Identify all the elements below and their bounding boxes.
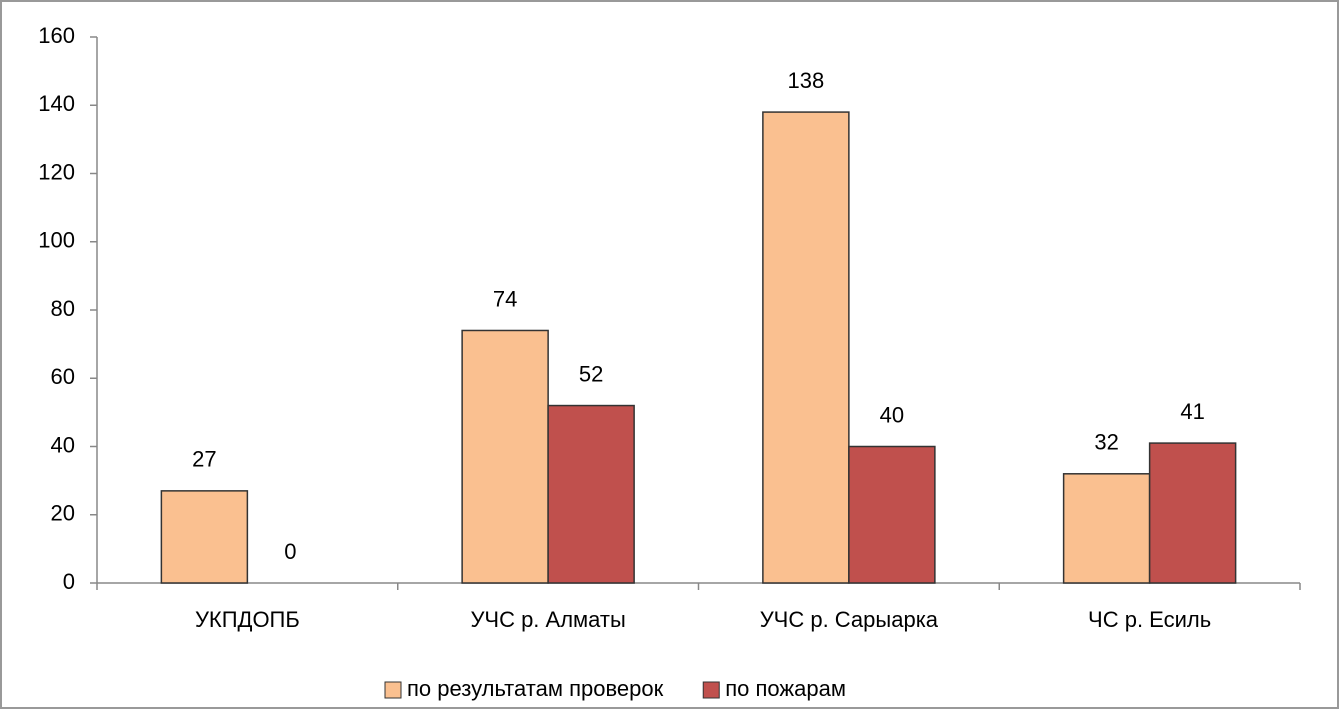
- bar: [762, 111, 850, 584]
- bar: [547, 404, 635, 584]
- x-tick-label: УЧС р. Сарыарка: [760, 607, 939, 632]
- legend-swatch: [384, 681, 402, 699]
- data-label: 74: [493, 286, 517, 311]
- y-tick-label: 160: [38, 23, 75, 48]
- x-tick-label: УЧС р. Алматы: [470, 607, 625, 632]
- bar: [848, 445, 936, 584]
- bar: [1062, 473, 1151, 584]
- data-label: 41: [1180, 399, 1204, 424]
- y-tick-label: 120: [38, 159, 75, 184]
- y-tick-label: 60: [51, 364, 75, 389]
- bar: [461, 329, 549, 584]
- data-label: 52: [579, 361, 603, 386]
- legend-swatch: [702, 681, 720, 699]
- y-tick-label: 100: [38, 228, 75, 253]
- y-tick-label: 40: [51, 432, 75, 457]
- data-label: 138: [788, 68, 825, 93]
- data-label: 0: [284, 539, 296, 564]
- legend-label: по результатам проверок: [407, 676, 664, 701]
- data-label: 32: [1094, 430, 1118, 455]
- bar: [160, 490, 249, 584]
- bar: [1148, 442, 1237, 584]
- y-tick-label: 140: [38, 91, 75, 116]
- data-label: 40: [880, 402, 904, 427]
- legend-label: по пожарам: [725, 676, 846, 701]
- data-label: 27: [192, 447, 216, 472]
- x-tick-label: УКПДОПБ: [195, 607, 300, 632]
- y-tick-label: 20: [51, 501, 75, 526]
- x-tick-label: ЧС р. Есиль: [1088, 607, 1211, 632]
- y-tick-label: 80: [51, 296, 75, 321]
- y-tick-label: 0: [63, 569, 75, 594]
